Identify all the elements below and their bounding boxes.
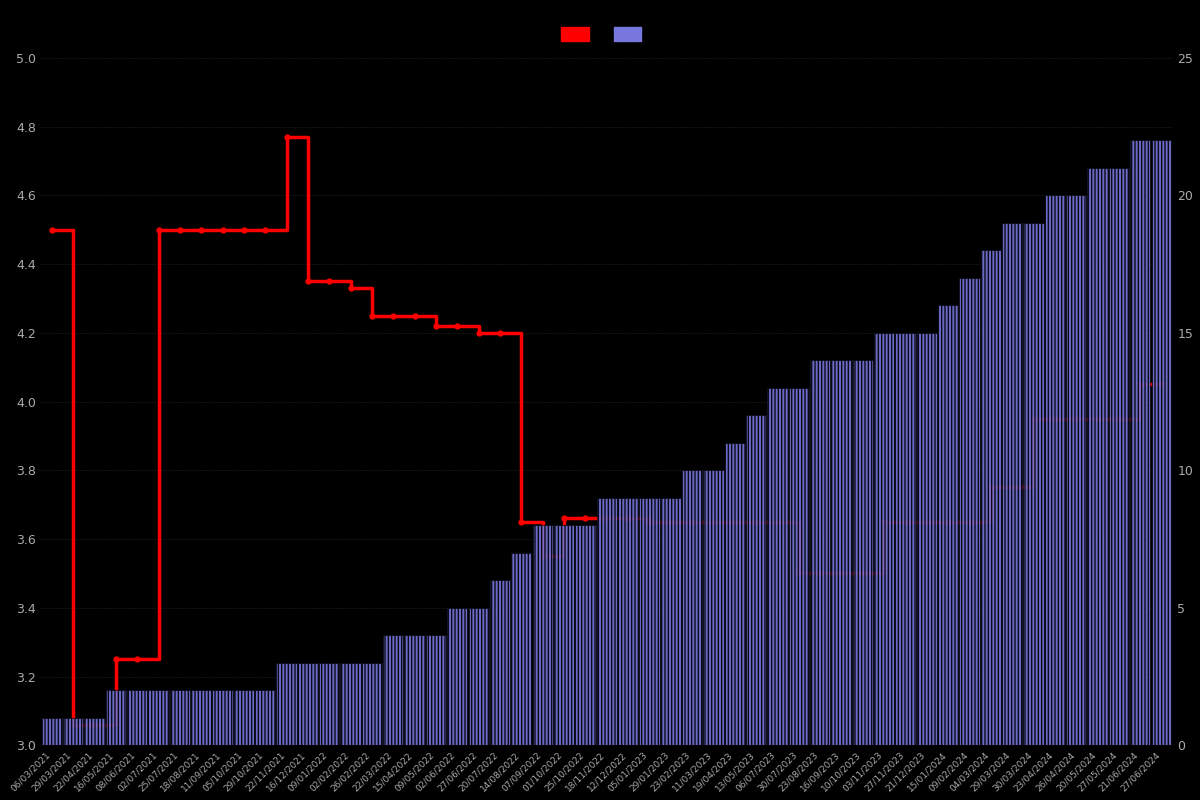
Bar [212, 690, 233, 746]
Bar [682, 470, 702, 746]
Bar [84, 718, 104, 746]
Bar [1130, 140, 1151, 746]
Bar [426, 635, 446, 746]
Bar [938, 306, 959, 746]
Bar [298, 662, 318, 746]
Bar [1152, 140, 1171, 746]
Bar [511, 553, 532, 746]
Bar [618, 498, 638, 746]
Bar [106, 690, 126, 746]
Bar [1024, 223, 1044, 746]
Bar [960, 278, 979, 746]
Bar [42, 718, 62, 746]
Bar [874, 333, 894, 746]
Bar [725, 443, 745, 746]
Bar [596, 498, 617, 746]
Bar [554, 526, 574, 746]
Bar [640, 498, 660, 746]
Bar [127, 690, 148, 746]
Bar [404, 635, 425, 746]
Bar [234, 690, 254, 746]
Bar [895, 333, 916, 746]
Bar [362, 662, 382, 746]
Bar [980, 250, 1001, 746]
Bar [383, 635, 403, 746]
Bar [191, 690, 211, 746]
Bar [788, 388, 809, 746]
Bar [917, 333, 937, 746]
Bar [1045, 195, 1066, 746]
Bar [256, 690, 275, 746]
Bar [703, 470, 724, 746]
Bar [490, 580, 510, 746]
Bar [1002, 223, 1022, 746]
Bar [810, 360, 830, 746]
Bar [1066, 195, 1086, 746]
Bar [1087, 168, 1108, 746]
Bar [746, 415, 767, 746]
Bar [468, 608, 488, 746]
Bar [853, 360, 872, 746]
Bar [575, 526, 595, 746]
Bar [341, 662, 361, 746]
Bar [767, 388, 787, 746]
Bar [149, 690, 169, 746]
Bar [319, 662, 340, 746]
Bar [276, 662, 296, 746]
Bar [533, 526, 553, 746]
Bar [1109, 168, 1129, 746]
Bar [832, 360, 852, 746]
Bar [64, 718, 83, 746]
Legend: , : , [560, 27, 653, 42]
Bar [661, 498, 680, 746]
Bar [448, 608, 468, 746]
Bar [169, 690, 190, 746]
